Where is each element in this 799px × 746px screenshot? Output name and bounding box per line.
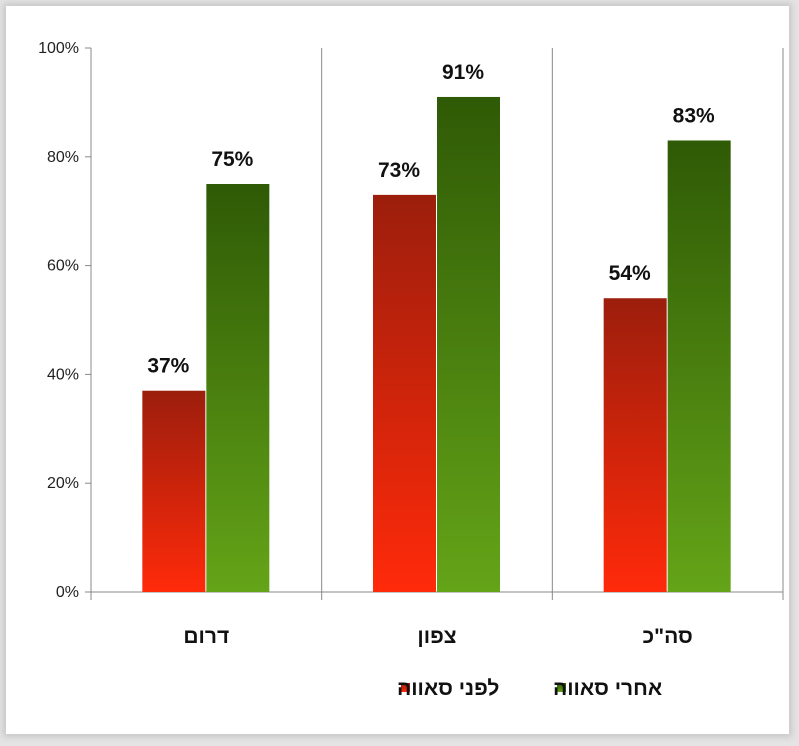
legend-label: אחרי סאווה (553, 677, 662, 700)
x-category-label: דרום (183, 625, 229, 648)
y-tick-label: 100% (38, 40, 79, 57)
bar (603, 298, 667, 592)
data-label: 73% (378, 159, 420, 182)
bar (142, 390, 206, 592)
bar (667, 140, 731, 593)
x-category-label: סה"כ (643, 625, 693, 648)
x-category-label: צפון (417, 625, 456, 648)
data-label: 75% (211, 148, 253, 171)
bar (373, 194, 436, 592)
legend: אחרי סאווה לפני סאווה (397, 677, 662, 700)
y-tick-label: 60% (47, 258, 79, 275)
legend-marker (557, 683, 566, 692)
data-label: 91% (442, 61, 484, 84)
bar (206, 184, 270, 592)
y-tick-label: 40% (47, 366, 79, 383)
y-tick-label: 80% (47, 149, 79, 166)
legend-label: לפני סאווה (397, 677, 499, 700)
data-label: 54% (609, 262, 651, 285)
y-tick-label: 0% (56, 584, 79, 601)
bars: 37% 75% 73% 91% 54% 83% (142, 61, 731, 593)
data-label: 83% (673, 104, 715, 127)
bar (437, 96, 500, 593)
y-tick-label: 20% (47, 475, 79, 492)
legend-marker (401, 683, 410, 692)
data-label: 37% (147, 355, 189, 378)
